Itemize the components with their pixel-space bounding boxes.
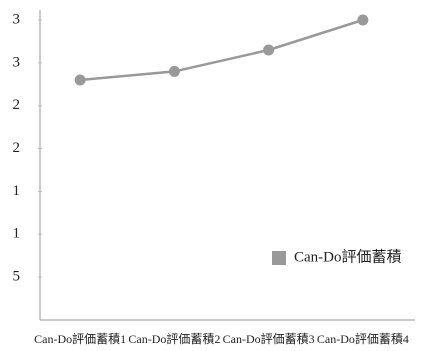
x-tick-label: Can-Do評価蓄積2: [128, 331, 220, 346]
legend-label: Can-Do評価蓄積: [294, 248, 402, 265]
marker: [168, 65, 180, 77]
y-tick-label: 3: [13, 11, 21, 27]
legend: Can-Do評価蓄積: [272, 248, 402, 265]
y-tick-label: 2: [13, 97, 21, 113]
x-tick-label: Can-Do評価蓄積4: [317, 331, 409, 346]
y-tick-label: 1: [13, 226, 21, 242]
marker: [263, 44, 275, 56]
marker: [357, 14, 369, 26]
x-tick-label: Can-Do評価蓄積3: [223, 331, 315, 346]
y-tick-label: 5: [13, 269, 21, 285]
y-tick-label: 1: [13, 183, 21, 199]
y-tick-label: 2: [13, 140, 21, 156]
legend-swatch: [272, 251, 286, 265]
line: [80, 18, 364, 82]
y-tick-label: 3: [13, 54, 21, 70]
x-tick-label: Can-Do評価蓄積1: [34, 331, 126, 346]
marker: [74, 74, 86, 86]
